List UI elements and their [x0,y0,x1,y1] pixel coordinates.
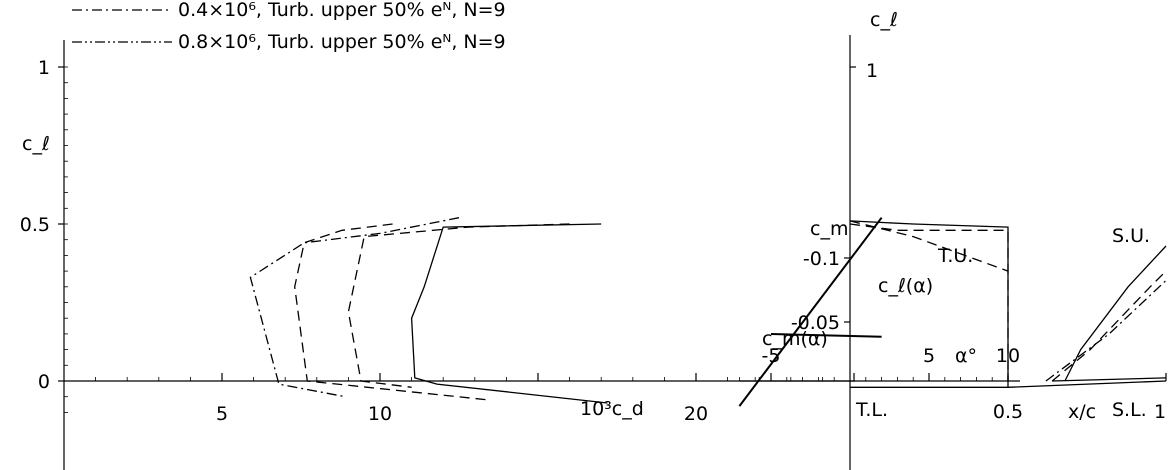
polar-series-2 [347,223,570,388]
su-annotation: S.U. [1112,225,1150,247]
trans-series-8 [1052,377,1167,382]
drag-polar-panel: 00.51 5 10 20 c_ℓ 10³c_d [20,40,855,470]
polar-x-ticks: 5 10 20 [95,373,855,425]
polar-y-tick-label: 0.5 [20,214,50,236]
trans-x-tick-label: 1 [1154,401,1166,423]
polar-series-4 [249,217,460,398]
alpha-y-tick-label: -0.1 [803,248,840,270]
alpha-y-label: c_m [810,218,848,240]
trans-series-5 [1064,245,1167,382]
trans-series-group [849,220,1167,388]
alpha-x-tick-label: -5 [762,345,781,367]
polar-series-3 [294,223,488,401]
transition-panel: c_ℓ x/c 0.5 1 1 S.U. T.U. T.L. S.L. [849,9,1167,423]
polar-series-1 [410,223,608,404]
alpha-y-tick-label: -0.05 [791,312,840,334]
polar-x-tick-label: 5 [216,403,228,425]
legend-label-1: 0.4×10⁶, Turb. upper 50% eᴺ, N=9 [178,0,506,21]
trans-series-7 [1045,280,1167,382]
polar-x-tick-label: 20 [684,403,708,425]
cl-alpha-line [738,217,883,407]
trans-y-tick-label: 1 [866,60,878,82]
trans-x-tick-label: 0.5 [993,401,1023,423]
polar-y-tick-label: 1 [38,57,50,79]
alpha-series-group [738,217,883,407]
legend-label-2: 0.8×10⁶, Turb. upper 50% eᴺ, N=9 [178,31,506,53]
tl-annotation: T.L. [855,399,888,421]
tu-annotation: T.U. [937,245,973,267]
alpha-inset-panel: -5 5 10-0.05-0.1 c_m α° c_ℓ(α) c_m(α) [738,35,1020,470]
trans-x-label: x/c [1068,401,1096,423]
cm-alpha-line [770,333,882,338]
polar-y-ticks: 00.51 [20,57,68,413]
sl-annotation: S.L. [1112,399,1147,421]
polar-x-label: 10³c_d [580,398,644,420]
polar-y-tick-label: 0 [38,371,50,393]
trans-series-3 [849,220,1009,272]
polar-series-group [249,217,608,404]
trans-y-label: c_ℓ [870,9,898,31]
polar-y-label: c_ℓ [22,133,50,155]
legend: 0.4×10⁶, Turb. upper 50% eᴺ, N=9 0.8×10⁶… [72,0,506,53]
trans-series-6 [1051,270,1167,382]
polar-x-tick-label: 10 [368,403,392,425]
alpha-ticks: -5 5 10-0.05-0.1 [739,248,1020,381]
trans-series-4 [850,380,1167,388]
cl-alpha-annotation: c_ℓ(α) [878,275,933,297]
alpha-x-tick-label: 5 [923,345,935,367]
alpha-x-label: α° [955,345,977,367]
trans-series-1 [849,220,1009,388]
